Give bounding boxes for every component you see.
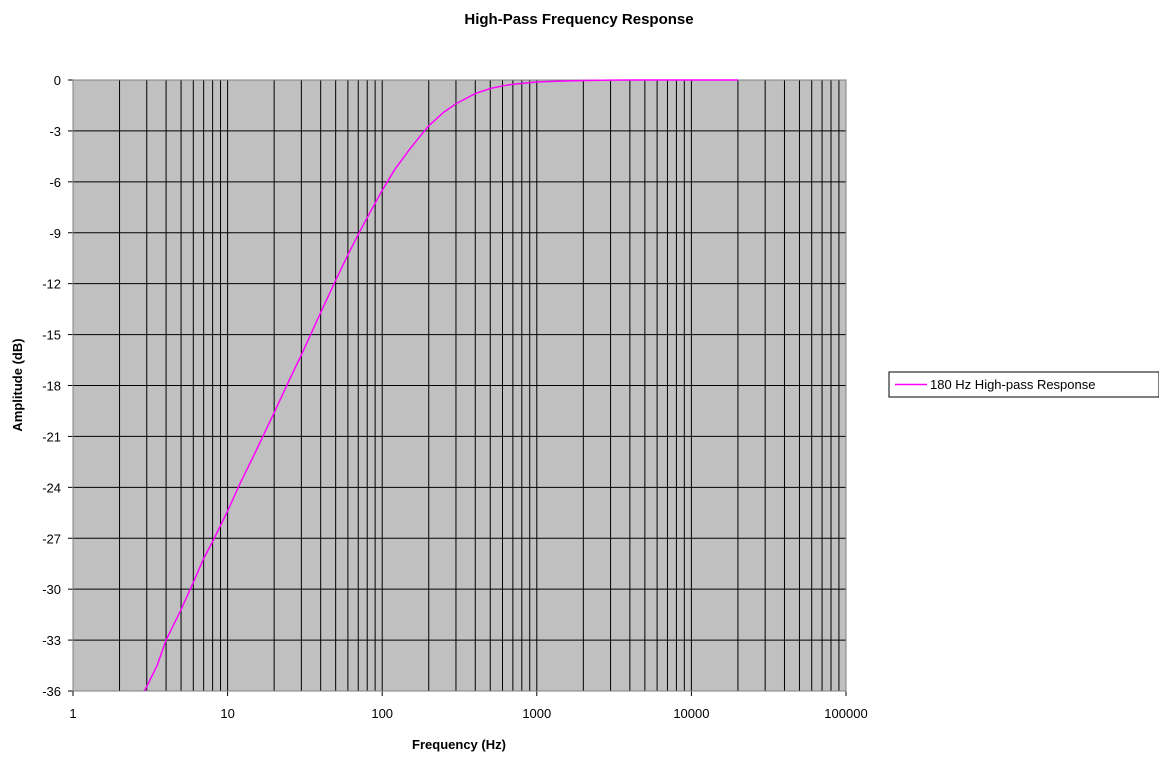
plot-border (72, 79, 847, 692)
y-axis-title: Amplitude (dB) (10, 338, 25, 431)
legend-label: 180 Hz High-pass Response (930, 377, 1095, 392)
tick-labels: 1 10 100 1000 10000 100000 0 -3 -6 -9 -12 -15 -18 -21… (42, 73, 867, 721)
x-tick-label: 100000 (824, 706, 867, 721)
x-tick-label: 100 (371, 706, 393, 721)
x-tick-label: 10 (220, 706, 234, 721)
y-tick-label: -9 (49, 226, 61, 241)
y-tick-label: -3 (49, 124, 61, 139)
y-tick-label: -6 (49, 175, 61, 190)
y-tick-label: -33 (42, 633, 61, 648)
y-tick-label: -30 (42, 582, 61, 597)
chart-title: High-Pass Frequency Response (464, 11, 693, 28)
y-tick-label: -21 (42, 429, 61, 444)
series-line-180hz-high-pass (143, 79, 738, 692)
y-tick-label: 0 (54, 73, 61, 88)
grid-lines (73, 80, 846, 691)
y-tick-label: -15 (42, 328, 61, 343)
x-tick-label: 1 (69, 706, 76, 721)
y-tick-label: -12 (42, 277, 61, 292)
x-axis-title: Frequency (Hz) (412, 737, 506, 752)
x-tick-label: 1000 (522, 706, 551, 721)
y-tick-label: -36 (42, 684, 61, 699)
y-tick-label: -27 (42, 531, 61, 546)
y-tick-label: -24 (42, 480, 61, 495)
x-tick-label: 10000 (673, 706, 709, 721)
legend-box (888, 371, 1159, 398)
y-tick-label: -18 (42, 379, 61, 394)
legend: 180 Hz High-pass Response (888, 371, 1159, 398)
